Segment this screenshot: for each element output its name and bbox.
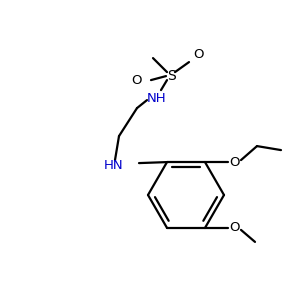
Text: O: O [230, 156, 240, 168]
Text: HN: HN [103, 159, 123, 172]
Text: O: O [132, 74, 142, 87]
Text: NH: NH [147, 92, 167, 105]
Text: O: O [194, 48, 204, 60]
Text: S: S [167, 69, 175, 83]
Text: O: O [230, 221, 240, 234]
